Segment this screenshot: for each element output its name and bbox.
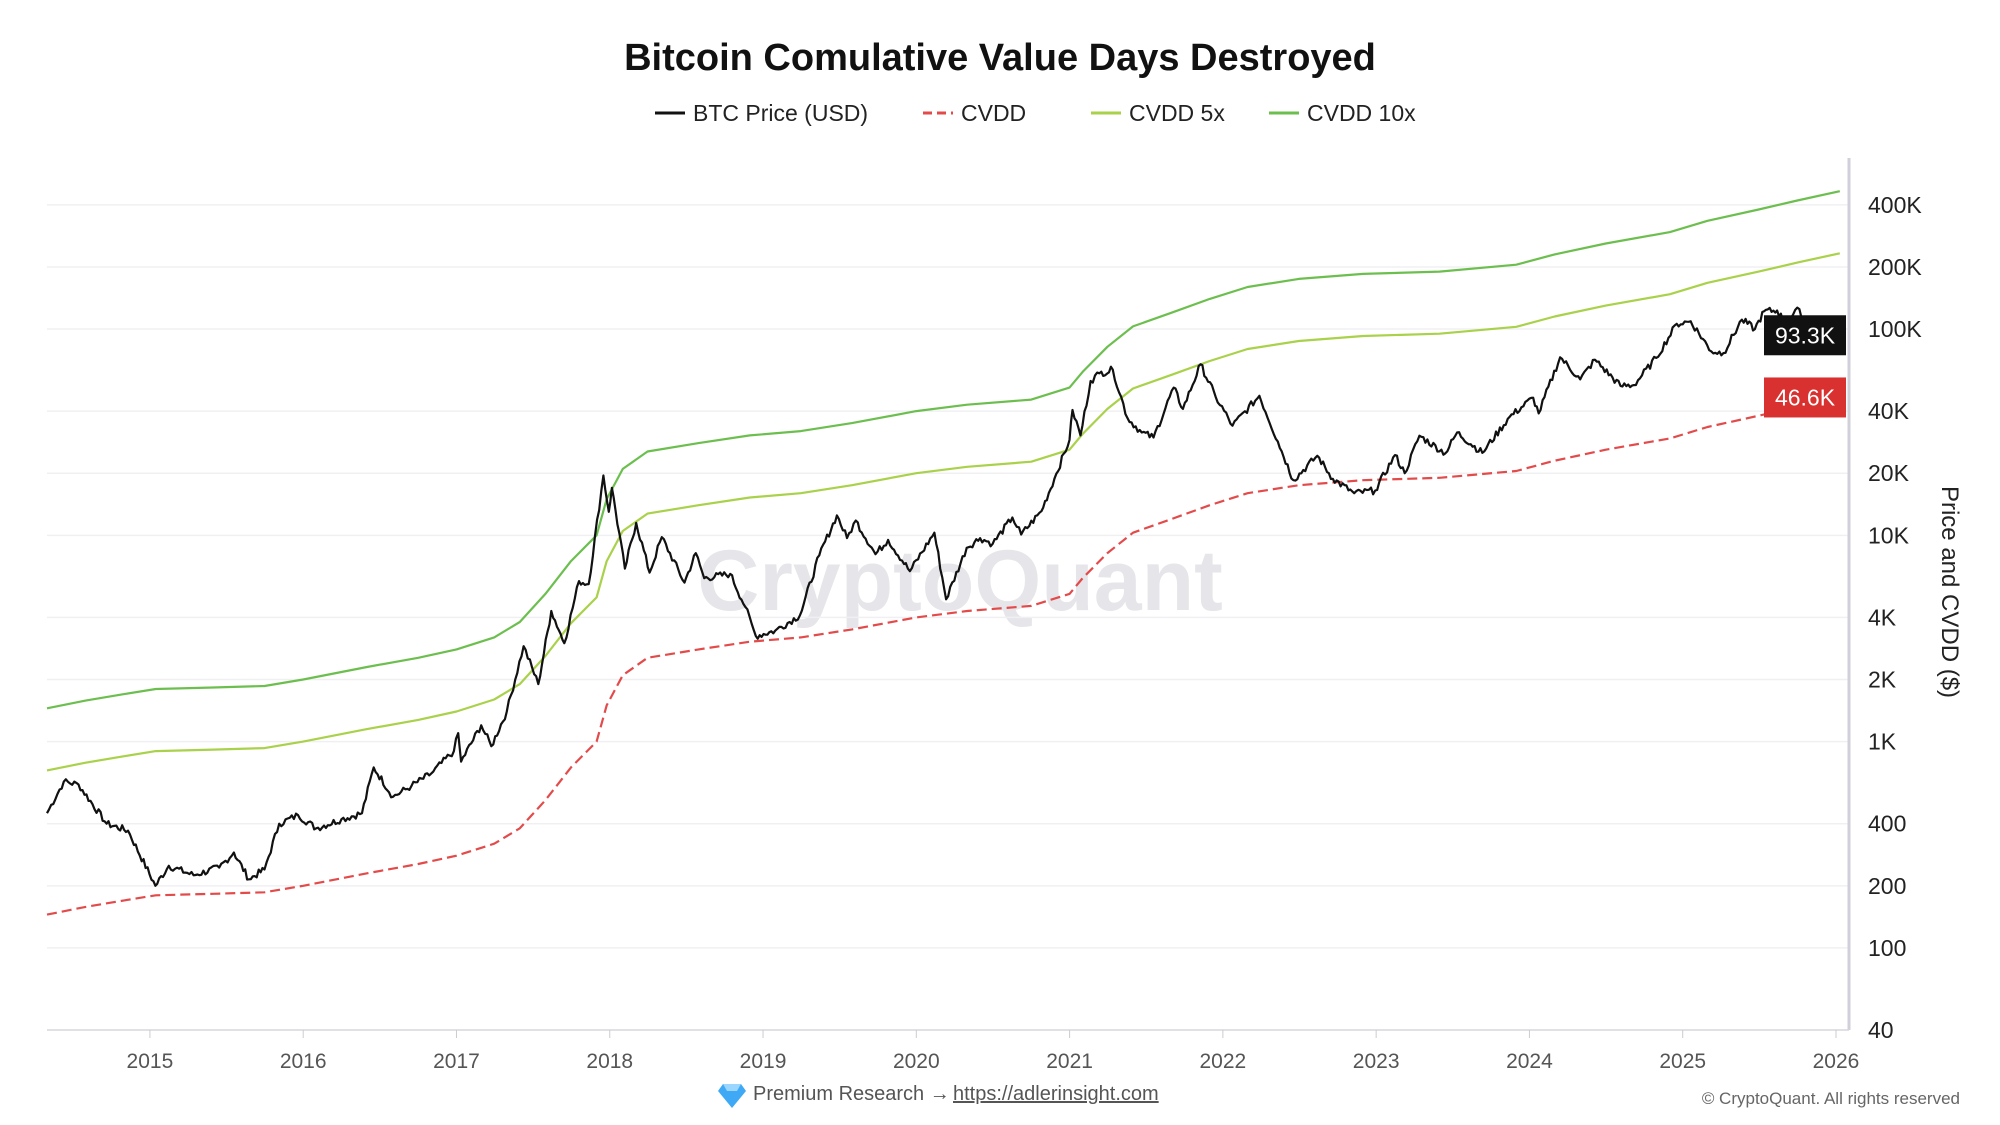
y-tick-label: 40K [1868, 398, 1910, 424]
legend-item[interactable]: CVDD 10x [1269, 100, 1416, 126]
last-value-text: 46.6K [1775, 384, 1836, 410]
series-group [46, 190, 1841, 916]
y-tick-label: 1K [1868, 729, 1897, 755]
x-tick-label: 2024 [1506, 1050, 1553, 1073]
y-tick-label: 100K [1868, 316, 1922, 342]
copyright-text: © CryptoQuant. All rights reserved [1702, 1089, 1960, 1108]
x-tick-label: 2022 [1200, 1050, 1247, 1073]
y-tick-label: 200 [1868, 873, 1906, 899]
series-line-cvdd-5x [46, 252, 1841, 772]
legend-label: CVDD [961, 100, 1026, 126]
legend-label: CVDD 10x [1307, 100, 1416, 126]
premium-research-text: Premium Research → [753, 1083, 950, 1105]
last-value-labels: 93.3K 46.6K [1764, 315, 1846, 418]
x-tick-label: 2026 [1813, 1050, 1860, 1073]
series-line-cvdd-10x [46, 190, 1841, 710]
gem-icon-facet [723, 1084, 741, 1091]
y-axis-label: Price and CVDD ($) [1936, 486, 1963, 698]
last-value-text: 93.3K [1775, 322, 1836, 348]
legend-label: BTC Price (USD) [693, 100, 868, 126]
series-line-btc-price-usd- [46, 306, 1840, 887]
gem-icon [718, 1084, 746, 1108]
y-tick-label: 20K [1868, 460, 1910, 486]
y-tick-label: 4K [1868, 604, 1897, 630]
x-tick-label: 2021 [1046, 1050, 1093, 1073]
x-tick-label: 2015 [127, 1050, 174, 1073]
legend-item[interactable]: CVDD 5x [1091, 100, 1225, 126]
x-ticks: 2015 2016 2017 2018 2019 2020 2021 2022 2023 2024… [127, 1030, 1860, 1073]
x-tick-label: 2023 [1353, 1050, 1400, 1073]
grid [47, 204, 1849, 1031]
x-tick-label: 2018 [586, 1050, 633, 1073]
last-value-badge [1764, 377, 1846, 418]
series-line-cvdd [46, 396, 1841, 916]
x-tick-label: 2017 [433, 1050, 480, 1073]
x-tick-label: 2025 [1659, 1050, 1706, 1073]
legend: BTC Price (USD) CVDD CVDD 5x CVDD 10x [655, 100, 1416, 126]
footer: Premium Research → https://adlerinsight.… [718, 1083, 1960, 1108]
y-tick-label: 40 [1868, 1017, 1894, 1043]
y-tick-label: 100 [1868, 935, 1906, 961]
legend-label: CVDD 5x [1129, 100, 1225, 126]
last-value-badge [1764, 315, 1846, 356]
y-tick-label: 2K [1868, 667, 1897, 693]
footer-link[interactable]: https://adlerinsight.com [953, 1083, 1159, 1105]
chart-title: Bitcoin Comulative Value Days Destroyed [624, 37, 1376, 79]
y-tick-label: 10K [1868, 522, 1910, 548]
x-tick-label: 2019 [740, 1050, 787, 1073]
y-tick-label: 200K [1868, 254, 1922, 280]
y-tick-label: 400 [1868, 811, 1906, 837]
legend-item[interactable]: BTC Price (USD) [655, 100, 868, 126]
y-ticks: 400K 200K 100K 40K 20K 10K 4K 2K 1K 400 200 100 40 [1868, 192, 1922, 1043]
legend-item[interactable]: CVDD [923, 100, 1026, 126]
watermark: CryptoQuant [697, 533, 1223, 629]
x-tick-label: 2020 [893, 1050, 940, 1073]
y-tick-label: 400K [1868, 192, 1922, 218]
x-tick-label: 2016 [280, 1050, 327, 1073]
